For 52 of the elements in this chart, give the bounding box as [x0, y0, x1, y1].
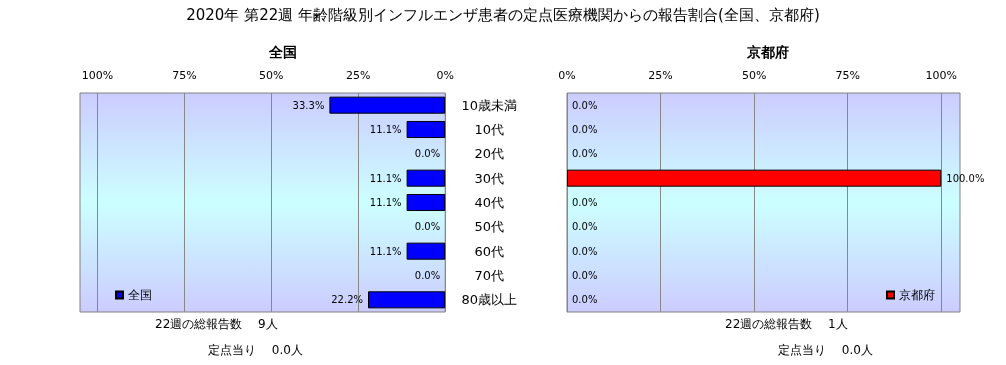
y-tick-label: 60代	[474, 243, 504, 259]
legend-label: 全国	[128, 288, 152, 302]
data-label: 0.0%	[572, 148, 598, 160]
data-label: 0.0%	[572, 294, 598, 306]
x-tick-label: 100%	[925, 69, 958, 82]
x-tick-label: 100%	[81, 69, 114, 82]
x-tick-label: 0%	[436, 69, 454, 82]
x-tick-label: 50%	[741, 69, 767, 82]
bar	[368, 291, 446, 309]
data-label: 11.1%	[369, 197, 402, 208]
data-label: 11.1%	[369, 124, 402, 135]
bar	[406, 120, 446, 139]
x-tick-label: 25%	[346, 69, 371, 82]
text: 定点当り 0.0人	[208, 343, 303, 357]
y-tick-label: 10代	[474, 122, 504, 137]
text: 2020年 第22週 年齢階級別インフルエンザ患者の定点医療機関からの報告割合(全国、京都府)	[185, 6, 821, 25]
bar	[406, 169, 446, 187]
data-label: 0.0%	[414, 270, 441, 281]
chart-subtitle: 全国	[268, 44, 297, 60]
x-tick-label: 75%	[835, 69, 860, 82]
data-label: 33.3%	[292, 99, 325, 111]
data-label: 0.0%	[572, 245, 598, 257]
chart-title: 京都府	[745, 44, 789, 60]
bar	[406, 242, 446, 260]
y-tick-label: 50代	[474, 219, 504, 235]
legend-label: 京都府	[899, 288, 935, 302]
data-label: 0.0%	[414, 221, 441, 233]
y-tick-label: 70代	[474, 268, 504, 283]
y-tick-label: 30代	[474, 170, 504, 186]
y-tick-label: 80歳以上	[461, 292, 517, 308]
y-tick-label: 10歳未満	[461, 97, 517, 113]
text: 22週の総報告数 1人	[725, 317, 848, 331]
x-tick-label: 50%	[259, 69, 284, 82]
data-label: 22.2%	[331, 294, 364, 306]
data-label: 0.0%	[572, 221, 598, 233]
y-tick-label: 20代	[474, 146, 504, 162]
data-label: 0.0%	[572, 99, 598, 111]
bar	[406, 193, 446, 212]
x-tick-label: 0%	[558, 69, 576, 82]
data-label: 0.0%	[572, 270, 598, 281]
x-tick-label: 75%	[172, 69, 197, 82]
data-label: 100.0%	[946, 172, 985, 184]
data-label: 0.0%	[572, 197, 598, 208]
x-tick-label: 25%	[648, 69, 673, 82]
text: 22週の総報告数 9人	[155, 317, 278, 331]
y-tick-label: 40代	[474, 195, 504, 210]
bar	[329, 96, 446, 114]
data-label: 0.0%	[414, 148, 441, 160]
text: 定点当り 0.0人	[778, 343, 873, 357]
data-label: 11.1%	[369, 172, 402, 184]
data-label: 11.1%	[369, 245, 402, 257]
data-label: 0.0%	[572, 124, 598, 135]
